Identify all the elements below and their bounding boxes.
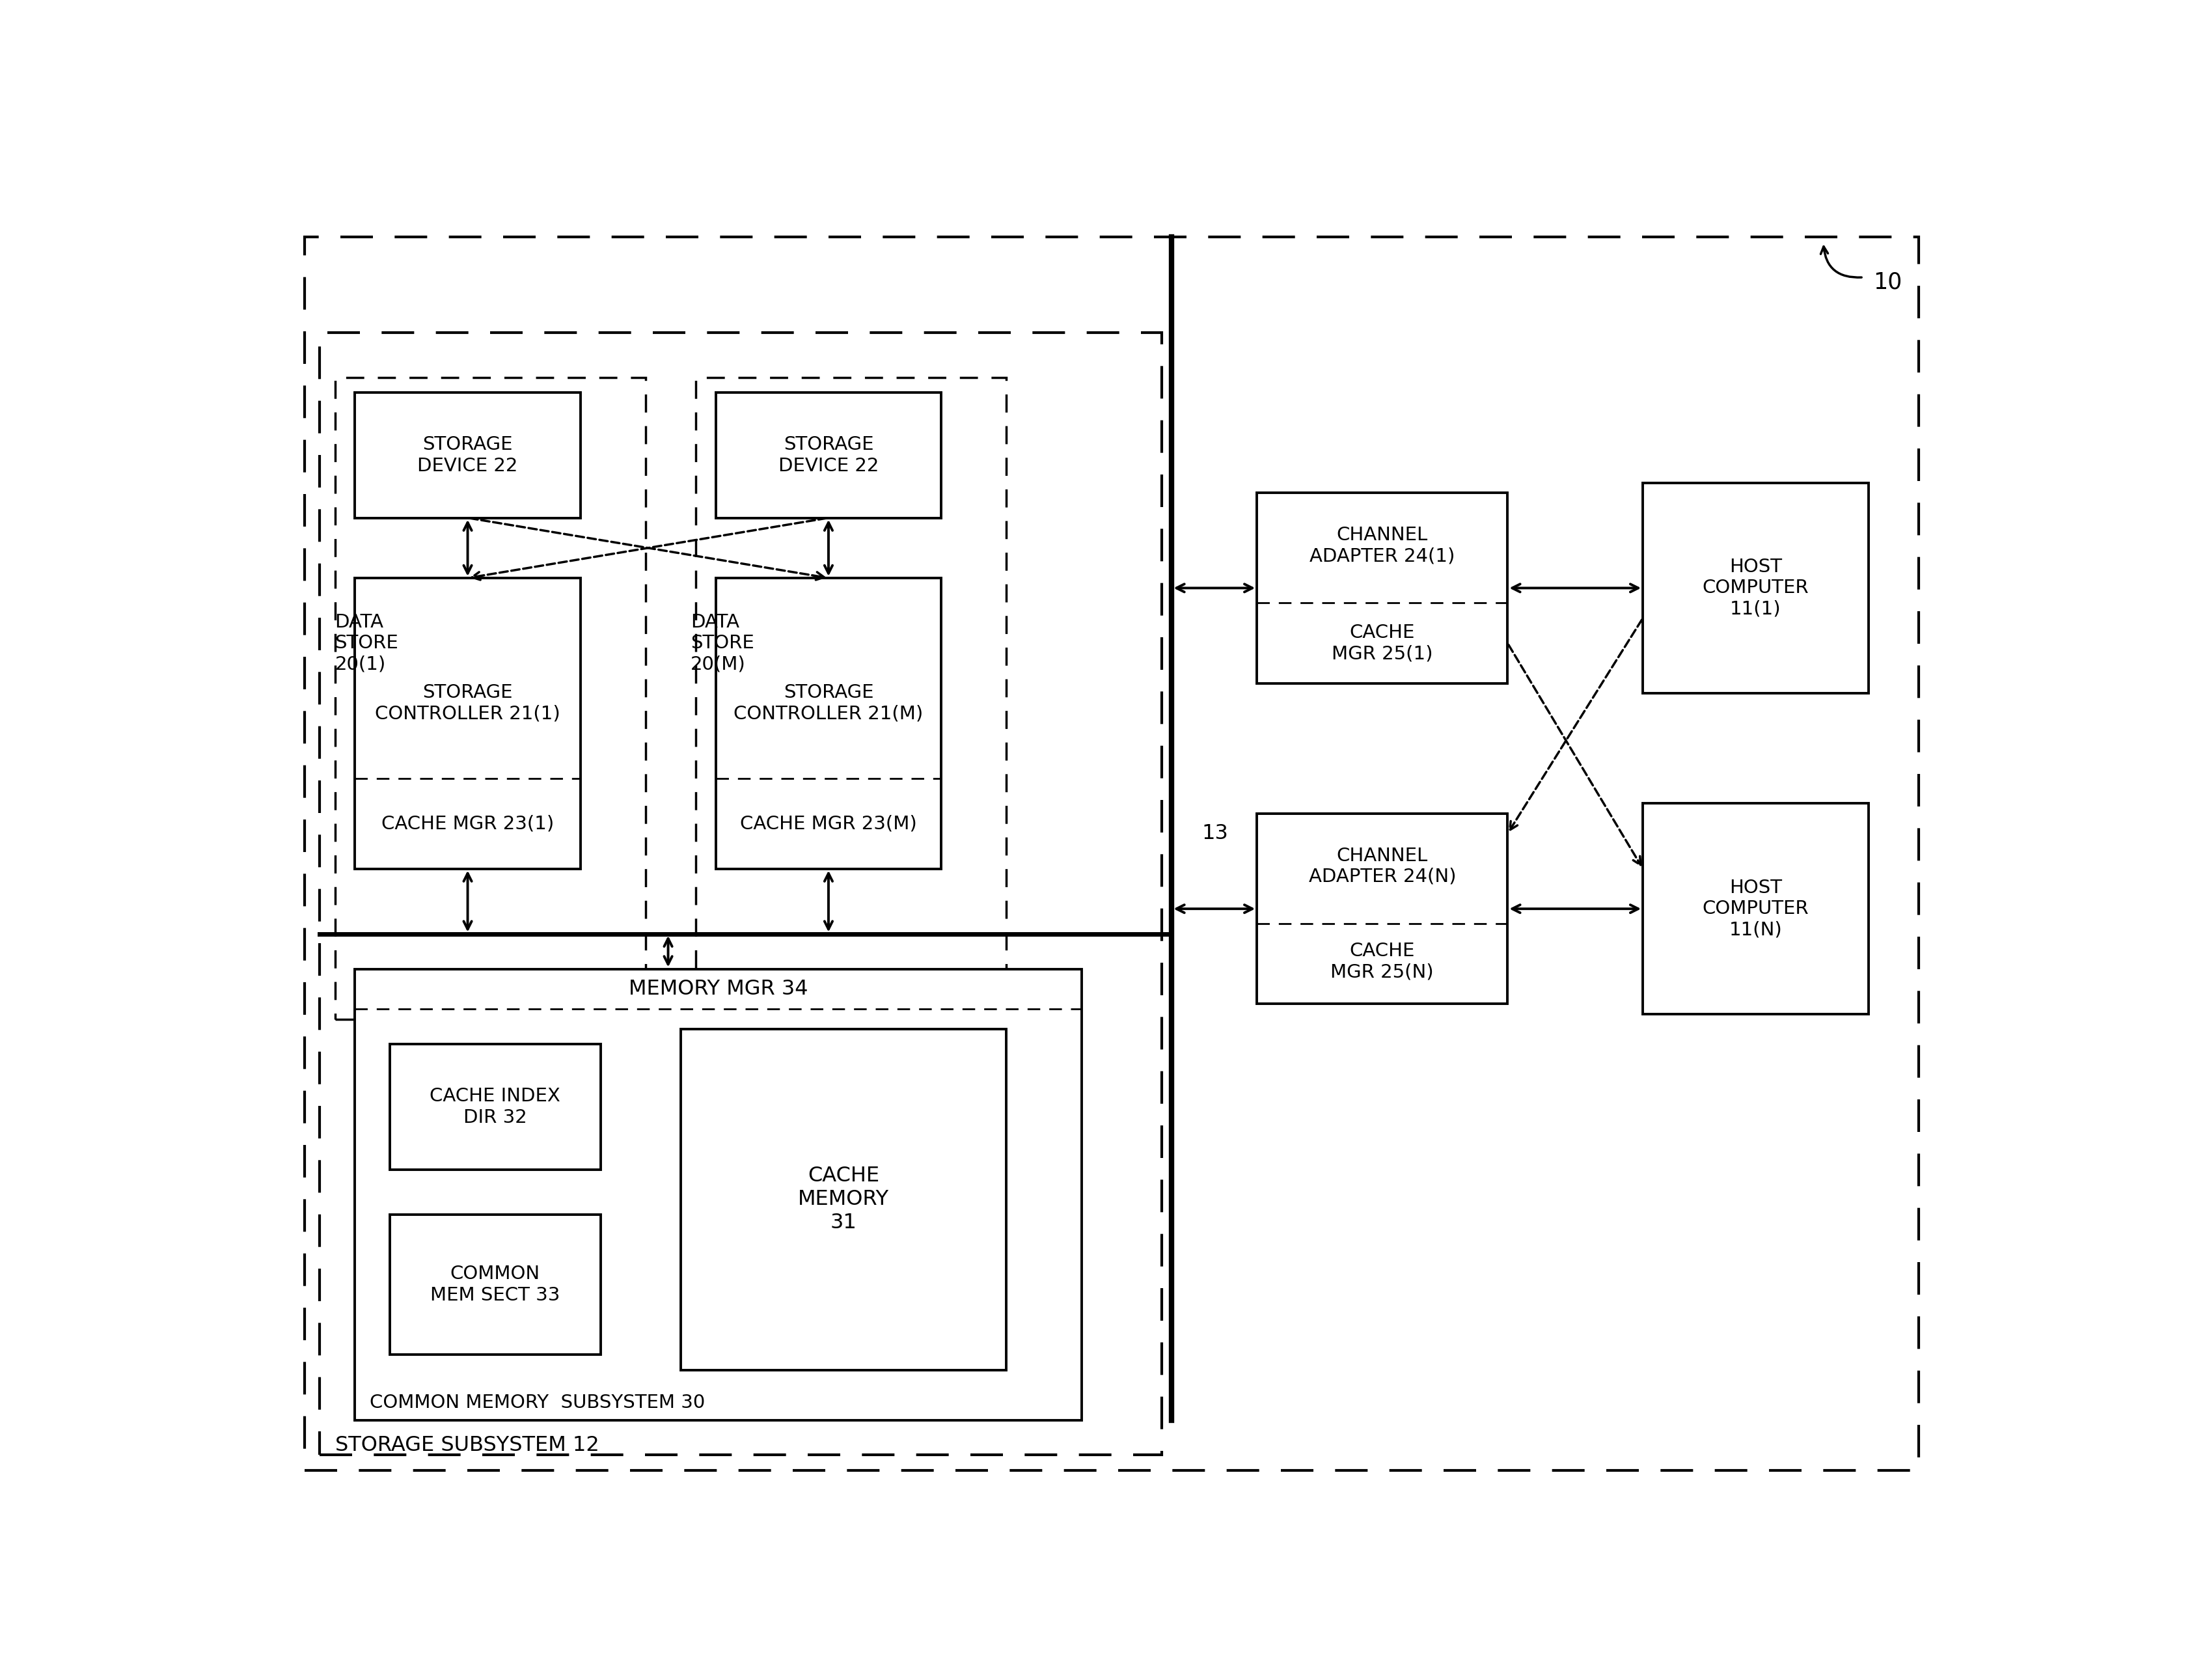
Text: 10: 10 (1874, 270, 1902, 294)
Text: DATA
STORE
20(1): DATA STORE 20(1) (336, 613, 399, 674)
Bar (391, 1215, 601, 1354)
Bar (355, 578, 581, 869)
Text: STORAGE
CONTROLLER 21(M): STORAGE CONTROLLER 21(M) (733, 684, 924, 722)
Text: MEMORY MGR 34: MEMORY MGR 34 (630, 979, 807, 1000)
Bar (1257, 813, 1507, 1005)
Bar (1643, 803, 1869, 1015)
Text: CHANNEL
ADAPTER 24(1): CHANNEL ADAPTER 24(1) (1310, 526, 1455, 564)
Bar (715, 578, 941, 869)
Text: COMMON
MEM SECT 33: COMMON MEM SECT 33 (430, 1265, 559, 1304)
Text: CACHE
MEMORY
31: CACHE MEMORY 31 (799, 1166, 889, 1233)
Bar (1643, 482, 1869, 694)
Text: DATA
STORE
20(M): DATA STORE 20(M) (691, 613, 755, 674)
Text: COMMON MEMORY  SUBSYSTEM 30: COMMON MEMORY SUBSYSTEM 30 (371, 1393, 704, 1411)
Text: CACHE
MGR 25(N): CACHE MGR 25(N) (1330, 942, 1435, 981)
Bar (680, 1030, 1007, 1369)
Text: CHANNEL
ADAPTER 24(N): CHANNEL ADAPTER 24(N) (1308, 847, 1457, 885)
Bar (391, 1043, 601, 1169)
Bar (320, 333, 1163, 1455)
Bar (715, 393, 941, 517)
Text: STORAGE
DEVICE 22: STORAGE DEVICE 22 (779, 435, 880, 475)
Text: 13: 13 (1202, 823, 1229, 843)
Text: STORAGE
CONTROLLER 21(1): STORAGE CONTROLLER 21(1) (375, 684, 559, 722)
Bar (355, 969, 1082, 1420)
Bar (1257, 492, 1507, 684)
Text: CACHE MGR 23(1): CACHE MGR 23(1) (382, 815, 553, 833)
Text: CACHE MGR 23(M): CACHE MGR 23(M) (739, 815, 917, 833)
Text: STORAGE
DEVICE 22: STORAGE DEVICE 22 (417, 435, 518, 475)
Bar (695, 378, 1007, 1020)
Text: CACHE
MGR 25(1): CACHE MGR 25(1) (1332, 623, 1433, 664)
Text: STORAGE SUBSYSTEM 12: STORAGE SUBSYSTEM 12 (336, 1435, 599, 1455)
Text: CACHE INDEX
DIR 32: CACHE INDEX DIR 32 (430, 1087, 562, 1126)
Text: HOST
COMPUTER
11(1): HOST COMPUTER 11(1) (1703, 558, 1808, 618)
Text: HOST
COMPUTER
11(N): HOST COMPUTER 11(N) (1703, 879, 1808, 939)
Bar (355, 393, 581, 517)
Bar (336, 378, 645, 1020)
